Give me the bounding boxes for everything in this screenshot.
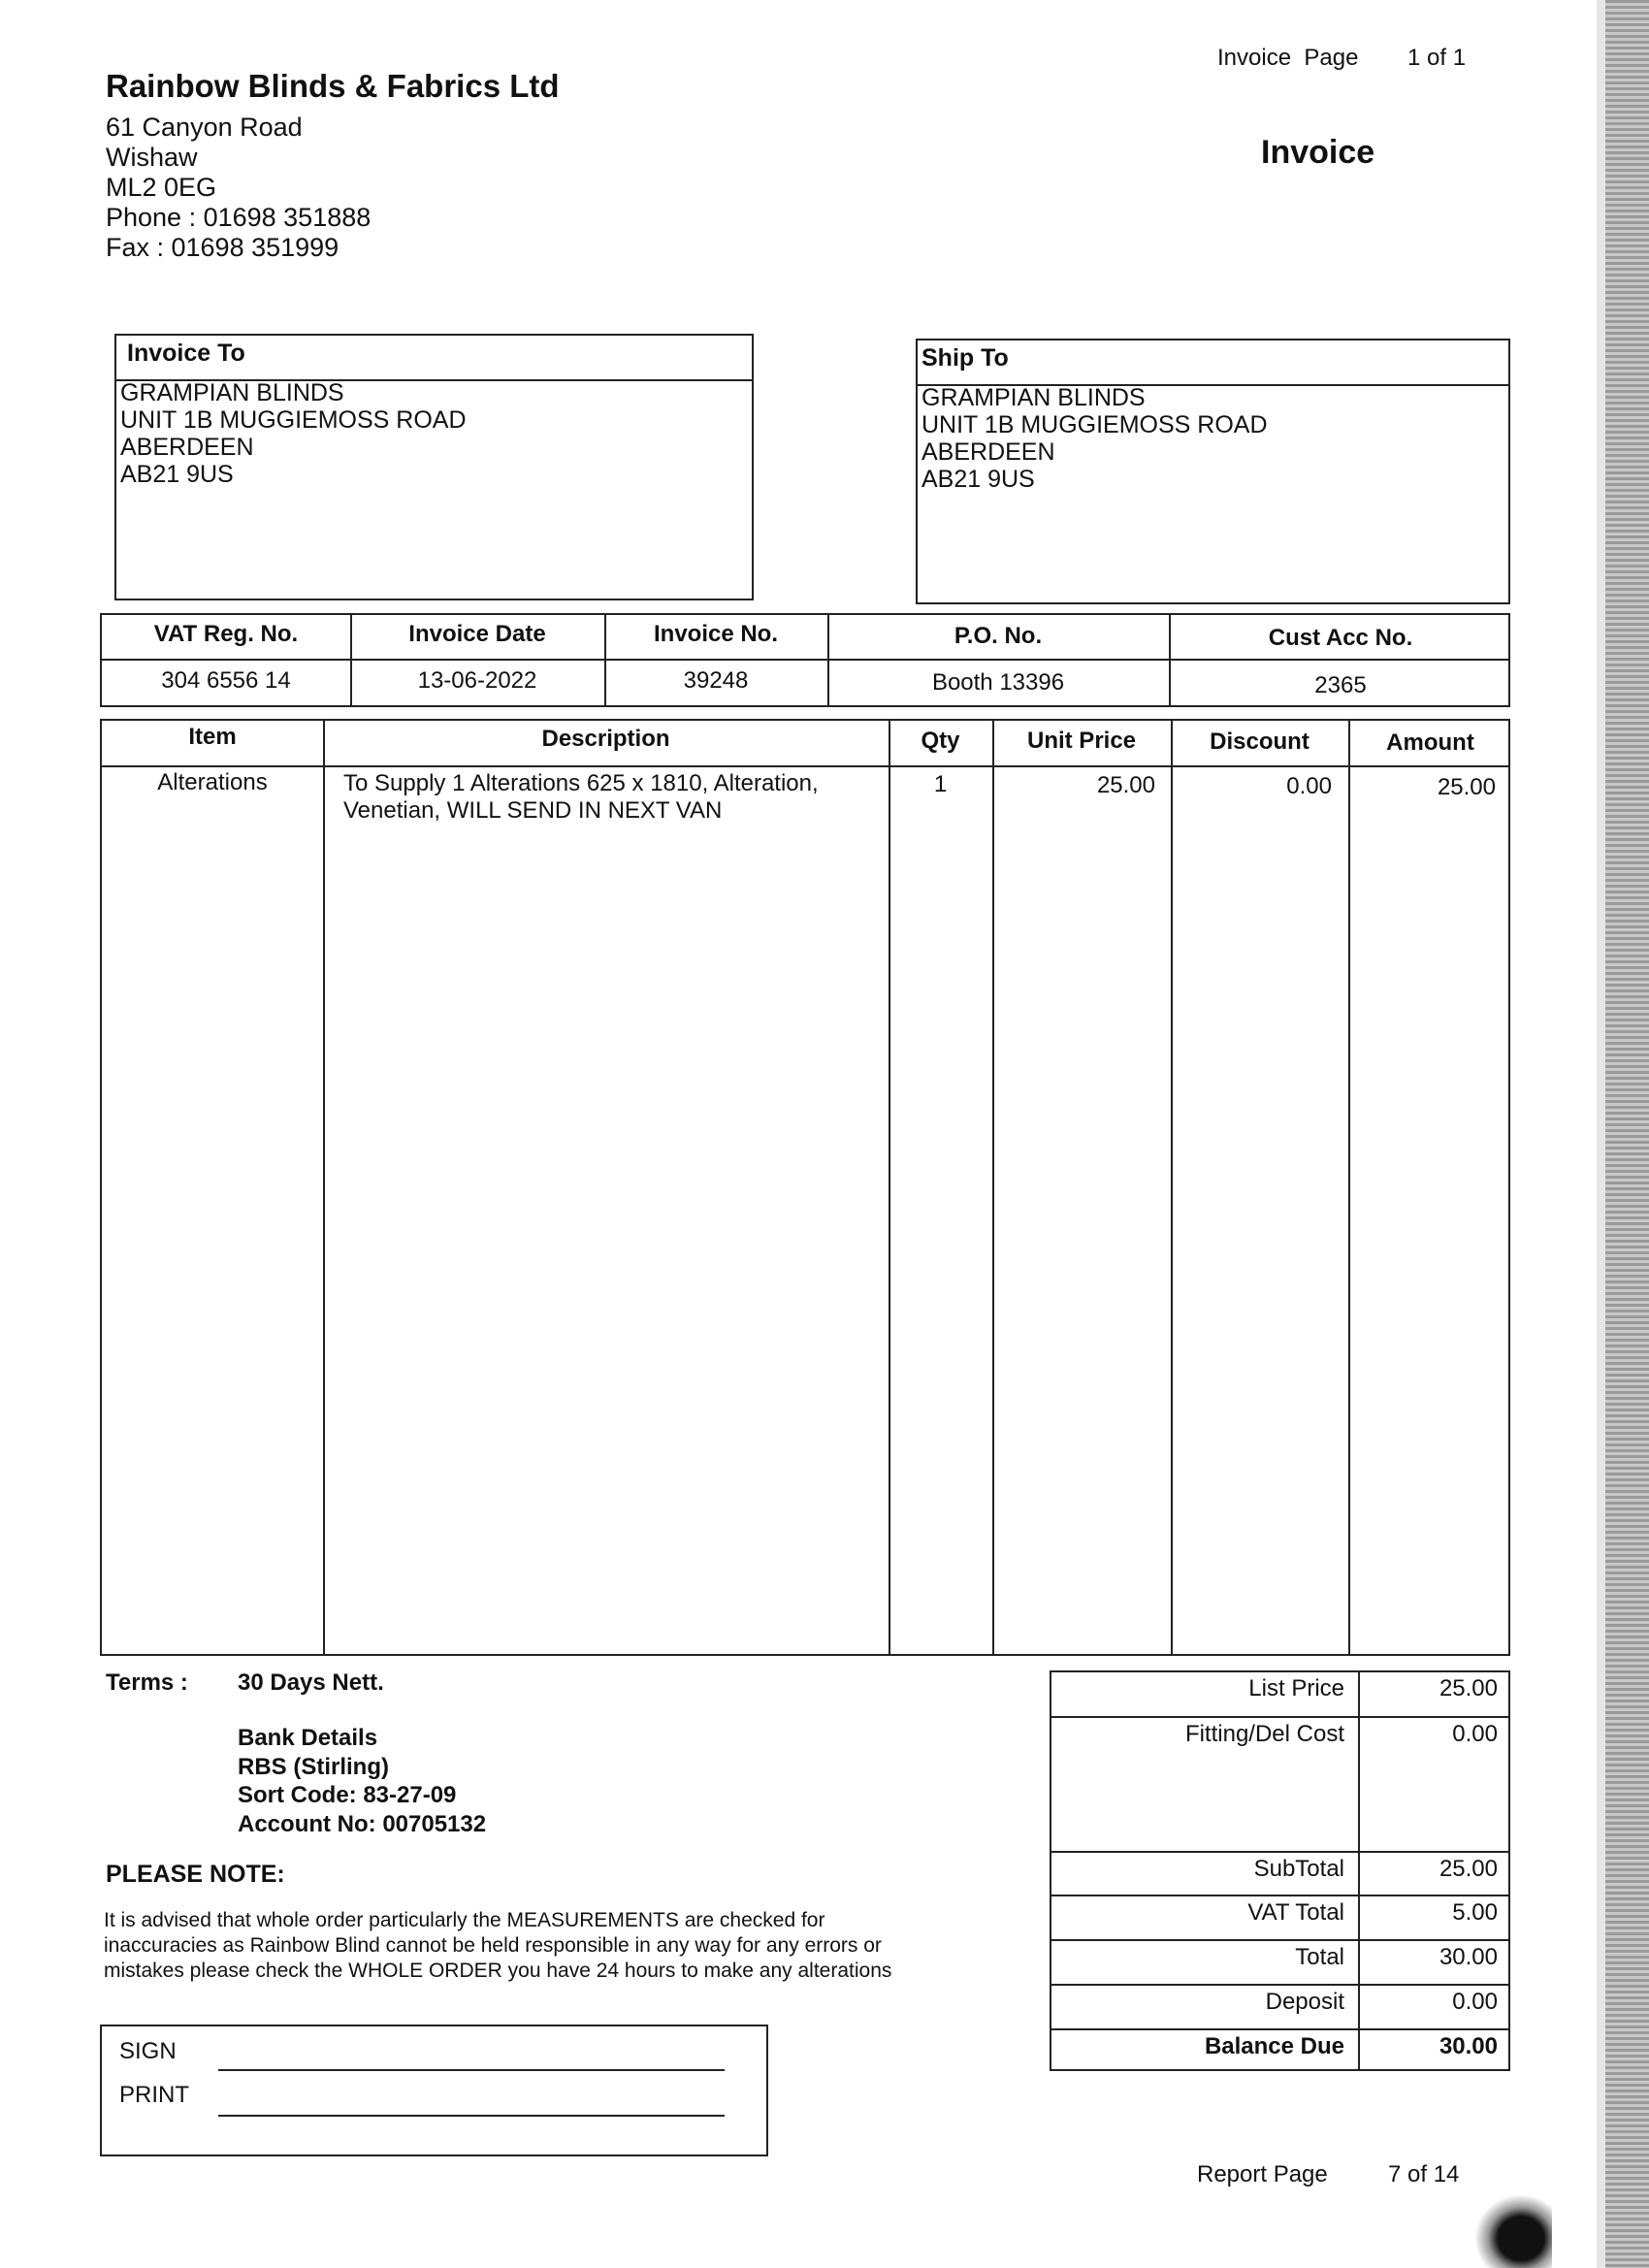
ink-smudge [1474, 2194, 1552, 2268]
address-line: AB21 9US [120, 461, 234, 488]
item-name: Alterations [157, 769, 268, 795]
address-line: AB21 9US [922, 466, 1035, 493]
company-address-line: 61 Canyon Road [106, 113, 303, 142]
balance-due-label: Balance Due [1204, 2033, 1344, 2059]
list-price-value: 25.00 [1439, 1675, 1498, 1701]
address-line: GRAMPIAN BLINDS [120, 379, 344, 406]
description-line: Venetian, WILL SEND IN NEXT VAN [343, 797, 723, 824]
header-amount: Amount [1386, 729, 1474, 756]
item-qty: 1 [933, 771, 948, 797]
invoice-page-label: Invoice Page [1217, 45, 1359, 71]
vat-reg-value: 304 6556 14 [161, 667, 291, 694]
scan-edge [1597, 0, 1605, 2268]
total-value: 30.00 [1439, 1944, 1498, 1970]
sign-label: SIGN [119, 2038, 177, 2064]
bank-name: RBS (Stirling) [238, 1753, 389, 1780]
terms-value: 30 Days Nett. [238, 1669, 384, 1696]
invoice-info-table: VAT Reg. No. Invoice Date Invoice No. P.… [100, 613, 1510, 707]
header-unit-price: Unit Price [1026, 728, 1137, 754]
print-label: PRINT [119, 2082, 189, 2108]
invoice-no-value: 39248 [683, 667, 749, 694]
subtotal-label: SubTotal [1253, 1856, 1344, 1882]
note-line: It is advised that whole order particula… [104, 1909, 825, 1931]
total-label: Total [1295, 1944, 1344, 1970]
ship-to-address: GRAMPIAN BLINDS UNIT 1B MUGGIEMOSS ROAD … [922, 384, 1268, 493]
header-description: Description [541, 726, 670, 752]
header-invoice-no: Invoice No. [653, 621, 779, 647]
fitting-cost-value: 0.00 [1452, 1721, 1498, 1747]
company-phone: Phone : 01698 351888 [106, 203, 372, 232]
list-price-label: List Price [1248, 1675, 1344, 1701]
bank-details: Bank Details RBS (Stirling) Sort Code: 8… [238, 1724, 486, 1838]
deposit-label: Deposit [1265, 1989, 1344, 2015]
deposit-value: 0.00 [1452, 1989, 1498, 2015]
address-line: ABERDEEN [922, 438, 1055, 466]
header-po-no: P.O. No. [954, 623, 1043, 649]
item-unit-price: 25.00 [1096, 772, 1155, 798]
subtotal-value: 25.00 [1439, 1856, 1498, 1882]
print-line[interactable] [218, 2115, 725, 2117]
vat-total-value: 5.00 [1452, 1899, 1498, 1926]
items-table: Item Description Qty Unit Price Discount… [100, 719, 1510, 1656]
po-no-value: Booth 13396 [931, 669, 1065, 696]
header-qty: Qty [921, 728, 960, 754]
invoice-to-address: GRAMPIAN BLINDS UNIT 1B MUGGIEMOSS ROAD … [120, 379, 467, 488]
terms-label: Terms : [106, 1669, 188, 1696]
invoice-to-title: Invoice To [127, 340, 245, 367]
balance-due-value: 30.00 [1439, 2033, 1498, 2059]
address-line: ABERDEEN [120, 434, 254, 461]
header-vat-reg: VAT Reg. No. [153, 621, 299, 647]
ship-to-title: Ship To [922, 344, 1009, 372]
sort-code: Sort Code: 83-27-09 [238, 1782, 457, 1808]
description-line: To Supply 1 Alterations 625 x 1810, Alte… [343, 770, 819, 796]
please-note-title: PLEASE NOTE: [106, 1861, 285, 1888]
scan-edge-stripes [1605, 0, 1649, 2268]
header-cust-acc: Cust Acc No. [1268, 625, 1413, 651]
report-page-label: Report Page [1197, 2161, 1328, 2187]
ship-to-box: Ship To GRAMPIAN BLINDS UNIT 1B MUGGIEMO… [916, 339, 1510, 604]
company-address-line: Wishaw [106, 143, 198, 172]
fitting-cost-label: Fitting/Del Cost [1184, 1721, 1344, 1747]
address-line: UNIT 1B MUGGIEMOSS ROAD [922, 411, 1268, 438]
account-number: Account No: 00705132 [238, 1810, 487, 1837]
header-discount: Discount [1210, 729, 1310, 755]
header-item: Item [188, 724, 237, 750]
vat-total-label: VAT Total [1247, 1899, 1344, 1926]
invoice-date-value: 13-06-2022 [417, 667, 537, 694]
company-fax: Fax : 01698 351999 [106, 233, 340, 262]
company-name: Rainbow Blinds & Fabrics Ltd [106, 68, 560, 104]
invoice-to-box: Invoice To GRAMPIAN BLINDS UNIT 1B MUGGI… [114, 334, 754, 600]
address-line: GRAMPIAN BLINDS [922, 384, 1146, 411]
document-title: Invoice [1261, 134, 1375, 171]
please-note-text: It is advised that whole order particula… [104, 1908, 891, 1984]
sign-line[interactable] [218, 2069, 725, 2071]
address-line: UNIT 1B MUGGIEMOSS ROAD [120, 406, 467, 434]
item-discount: 0.00 [1286, 773, 1332, 799]
invoice-page-value: 1 of 1 [1407, 45, 1467, 71]
note-line: inaccuracies as Rainbow Blind cannot be … [104, 1934, 882, 1957]
item-amount: 25.00 [1437, 774, 1496, 800]
totals-table: List Price 25.00 Fitting/Del Cost 0.00 S… [1050, 1670, 1510, 2071]
bank-details-title: Bank Details [238, 1725, 378, 1751]
report-page-value: 7 of 14 [1388, 2161, 1460, 2187]
signature-box: SIGN PRINT [100, 2025, 768, 2156]
company-address-line: ML2 0EG [106, 173, 217, 202]
note-line: mistakes please check the WHOLE ORDER yo… [104, 1960, 892, 1982]
item-description: To Supply 1 Alterations 625 x 1810, Alte… [343, 770, 819, 825]
header-invoice-date: Invoice Date [408, 621, 546, 647]
cust-acc-value: 2365 [1314, 672, 1367, 698]
